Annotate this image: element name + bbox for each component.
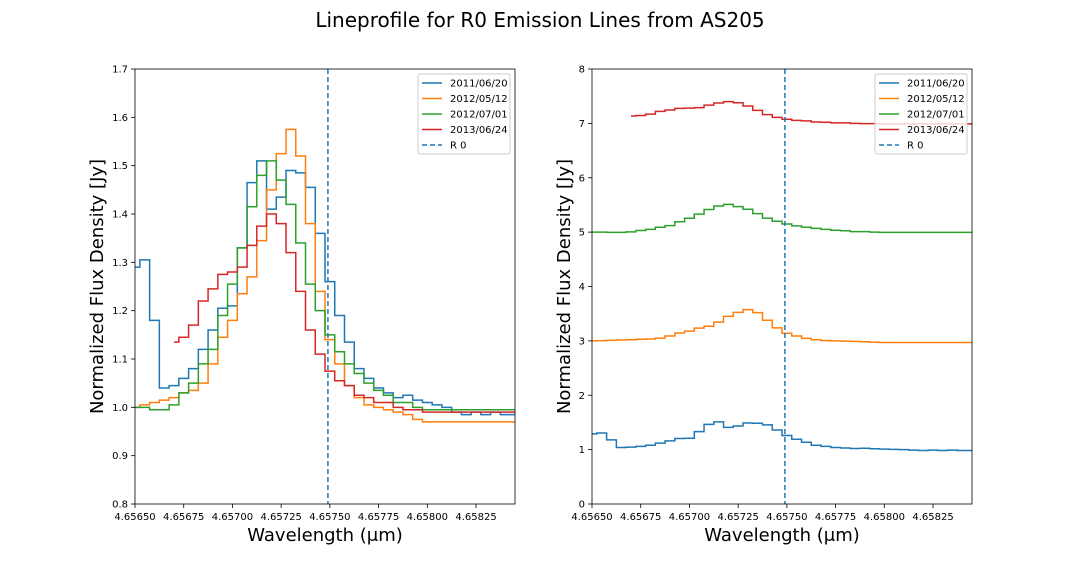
- legend-label: 2012/07/01: [907, 110, 965, 121]
- y-tick-label: 1.2: [112, 306, 128, 317]
- legend-label: 2011/06/20: [907, 79, 965, 90]
- x-tick-label: 4.65725: [717, 512, 758, 523]
- x-tick-label: 4.65725: [260, 512, 301, 523]
- x-tick-label: 4.65650: [571, 512, 612, 523]
- x-tick-label: 4.65825: [912, 512, 953, 523]
- x-tick-label: 4.65700: [212, 512, 253, 523]
- y-tick-label: 3: [579, 336, 585, 347]
- y-tick-label: 5: [579, 228, 585, 239]
- y-tick-label: 0.9: [112, 451, 128, 462]
- series-line-2012-07-01: [592, 203, 972, 234]
- y-tick-label: 6: [579, 173, 585, 184]
- x-tick-label: 4.65700: [669, 512, 710, 523]
- legend-box: [417, 73, 511, 155]
- x-axis-label: Wavelength (μm): [704, 525, 860, 546]
- y-tick-label: 8: [579, 65, 585, 76]
- x-tick-label: 4.65800: [864, 512, 905, 523]
- legend: 2011/06/20 2012/05/12 2012/07/01 2013/06/24…: [874, 73, 968, 155]
- y-tick-label: 1.5: [112, 161, 128, 172]
- legend-label: 2012/05/12: [907, 94, 965, 105]
- x-tick-label: 4.65650: [114, 512, 155, 523]
- y-tick-label: 1.6: [112, 113, 128, 124]
- y-tick-label: 7: [579, 119, 585, 130]
- legend-label: 2012/07/01: [450, 110, 508, 121]
- legend-label: 2012/05/12: [450, 94, 508, 105]
- y-tick-label: 0: [579, 500, 585, 511]
- x-axis-label: Wavelength (μm): [247, 525, 403, 546]
- x-tick-label: 4.65825: [455, 512, 496, 523]
- series-line-2011-06-20: [135, 160, 515, 416]
- chart-panel-1: 4.65650 4.65675 4.65700 4.65725 4.65750 4.657…: [87, 65, 516, 546]
- x-tick-label: 4.65775: [358, 512, 399, 523]
- x-tick-label: 4.65750: [309, 512, 350, 523]
- series-line-2012-05-12: [592, 308, 972, 344]
- y-tick-label: 1.0: [112, 403, 128, 414]
- x-tick-label: 4.65775: [815, 512, 856, 523]
- series-line-2013-06-24: [173, 213, 515, 413]
- y-tick-label: 1.7: [112, 65, 128, 76]
- series-line-2012-07-01: [135, 160, 515, 411]
- y-tick-label: 4: [579, 282, 585, 293]
- y-tick-label: 1: [579, 445, 585, 456]
- legend-label: 2013/06/24: [450, 125, 508, 136]
- chart-panel-2: 4.65650 4.65675 4.65700 4.65725 4.65750 4.657…: [554, 65, 973, 546]
- x-tick-label: 4.65675: [620, 512, 661, 523]
- y-tick-label: 2: [579, 391, 585, 402]
- y-tick-label: 1.4: [112, 210, 128, 221]
- y-tick-label: 0.8: [112, 500, 128, 511]
- axes-frame: [134, 68, 516, 505]
- legend-label: 2011/06/20: [450, 79, 508, 90]
- y-axis-label: Normalized Flux Density [Jy]: [554, 159, 575, 414]
- figure-title: Lineprofile for R0 Emission Lines from A…: [315, 8, 765, 32]
- legend: 2011/06/20 2012/05/12 2012/07/01 2013/06/24…: [417, 73, 511, 155]
- y-tick-label: 1.1: [112, 355, 128, 366]
- plot-area: [135, 69, 515, 504]
- x-tick-label: 4.65800: [407, 512, 448, 523]
- legend-label: 2013/06/24: [907, 125, 965, 136]
- x-tick-label: 4.65675: [163, 512, 204, 523]
- x-tick-label: 4.65750: [766, 512, 807, 523]
- legend-box: [874, 73, 968, 155]
- legend-label: R 0: [450, 141, 467, 152]
- legend-label: R 0: [907, 141, 924, 152]
- y-axis-label: Normalized Flux Density [Jy]: [87, 159, 108, 414]
- series-line-2011-06-20: [592, 421, 972, 452]
- y-tick-label: 1.3: [112, 258, 128, 269]
